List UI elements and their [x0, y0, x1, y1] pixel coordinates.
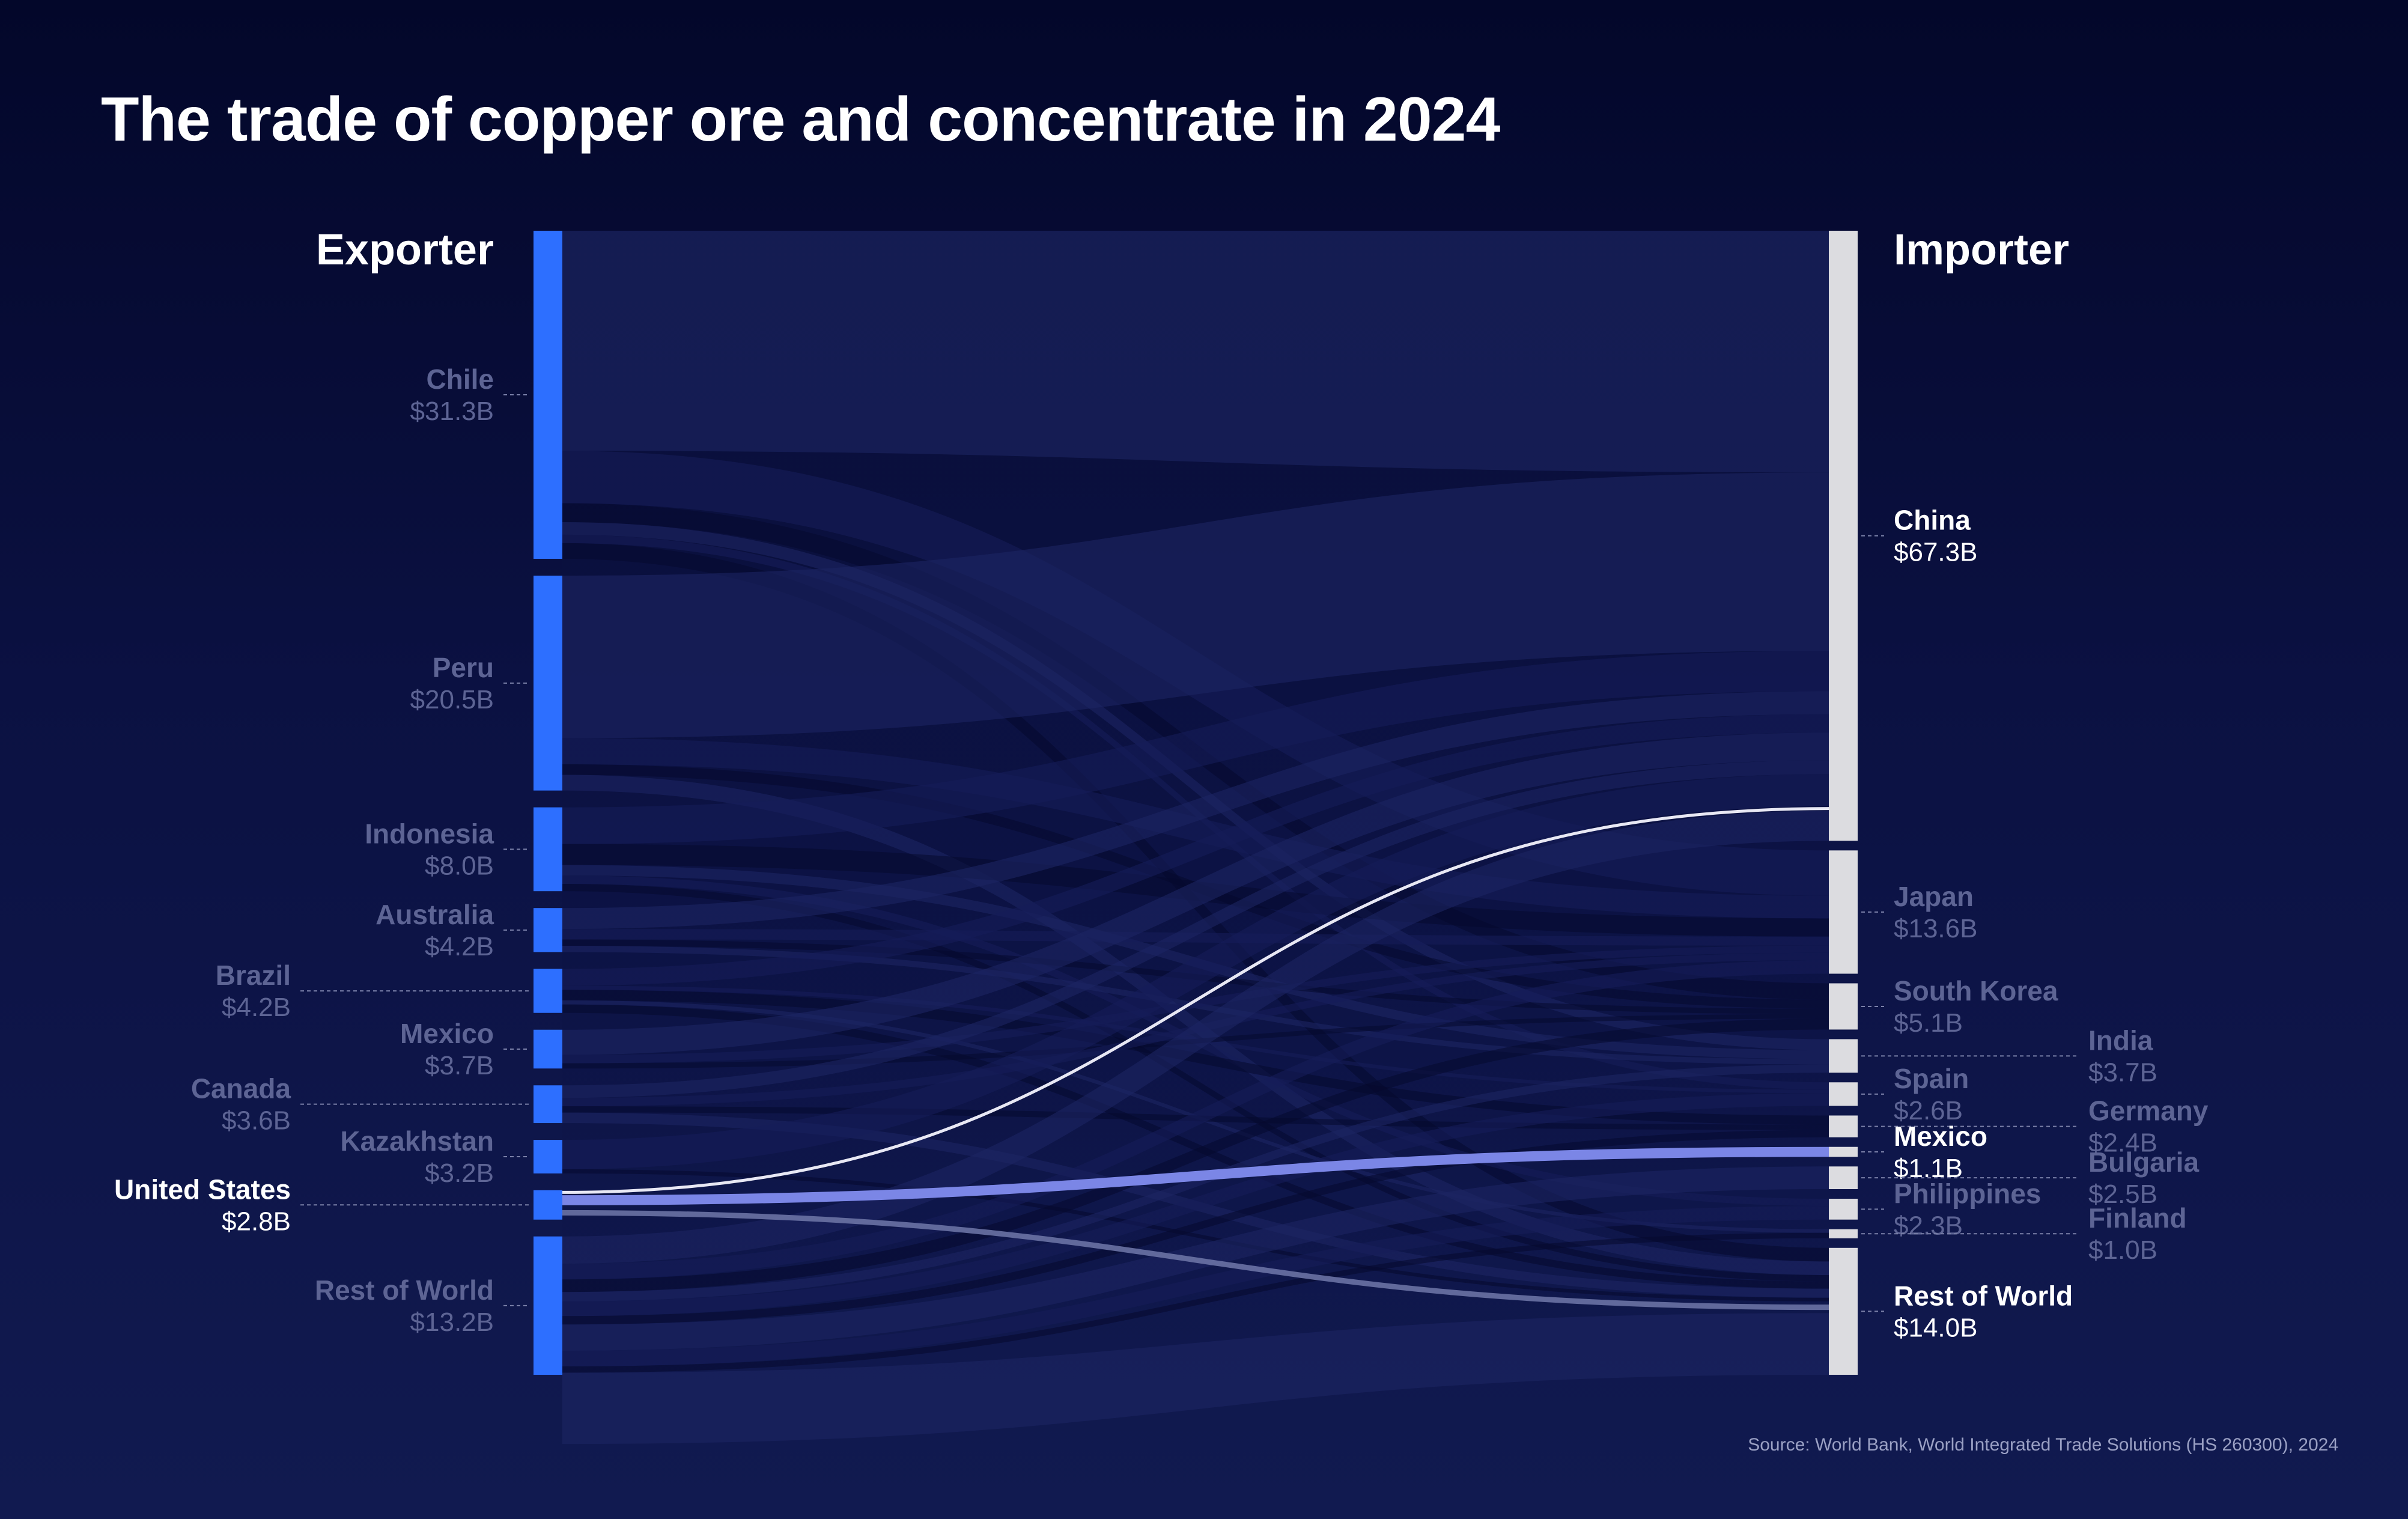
importer-node-bulgaria[interactable]	[1829, 1166, 1858, 1190]
exporter-header: Exporter	[316, 226, 494, 274]
exporter-label-kazakhstan: Kazakhstan	[340, 1125, 494, 1157]
flow-rest-of-world-to-germany	[562, 1130, 1829, 1325]
flow-indonesia-to-rest-of-world	[562, 883, 1829, 1282]
flow-rest-of-world-to-south-korea	[562, 1018, 1829, 1292]
importer-label-germany: Germany	[2088, 1095, 2209, 1127]
importer-value-japan: $13.6B	[1894, 914, 1977, 943]
importer-value-rest-of-world: $14.0B	[1894, 1313, 1977, 1342]
importer-node-china[interactable]	[1829, 231, 1858, 841]
exporter-value-australia: $4.2B	[425, 932, 494, 961]
exporter-node-peru[interactable]	[534, 576, 562, 791]
flow-rest-of-world-to-india	[562, 1064, 1829, 1301]
exporter-value-mexico: $3.7B	[425, 1051, 494, 1080]
exporter-value-brazil: $4.2B	[222, 993, 291, 1022]
importer-value-finland: $1.0B	[2088, 1235, 2157, 1265]
flow-rest-of-world-to-finland	[562, 1232, 1829, 1373]
flow-rest-of-world-to-japan	[562, 960, 1829, 1280]
flow-peru-to-japan	[562, 738, 1829, 919]
exporter-value-kazakhstan: $3.2B	[425, 1158, 494, 1188]
exporter-label-brazil: Brazil	[216, 960, 291, 991]
importer-node-philippines[interactable]	[1829, 1199, 1858, 1220]
exporter-value-united-states: $2.8B	[222, 1207, 291, 1236]
node-layer	[534, 231, 1858, 1375]
importer-label-philippines: Philippines	[1894, 1178, 2041, 1209]
importer-label-japan: Japan	[1894, 881, 1974, 912]
exporter-node-united-states[interactable]	[534, 1190, 562, 1220]
flow-brazil-to-china	[562, 714, 1829, 986]
exporter-label-chile: Chile	[427, 364, 494, 395]
flow-united-states-to-china	[562, 807, 1829, 1194]
importer-node-japan[interactable]	[1829, 850, 1858, 974]
exporter-node-chile[interactable]	[534, 231, 562, 559]
chart-title: The trade of copper ore and concentrate …	[101, 85, 1500, 154]
importer-label-spain: Spain	[1894, 1063, 1969, 1094]
flow-brazil-to-germany	[562, 990, 1829, 1125]
exporter-label-mexico: Mexico	[400, 1018, 494, 1049]
exporter-label-united-states: United States	[114, 1173, 291, 1205]
importer-node-rest-of-world[interactable]	[1829, 1247, 1858, 1375]
label-layer: Chile$31.3B Peru$20.5B Indonesia$8.0B Austr…	[114, 364, 2209, 1342]
flow-chile-to-china	[562, 231, 1829, 473]
importer-node-mexico[interactable]	[1829, 1146, 1858, 1157]
exporter-node-indonesia[interactable]	[534, 807, 562, 892]
flow-rest-of-world-to-philippines	[562, 1206, 1829, 1367]
flow-chile-to-india	[562, 522, 1829, 1050]
importer-header: Importer	[1894, 226, 2069, 274]
flow-australia-to-china	[562, 691, 1829, 930]
exporter-node-brazil[interactable]	[534, 969, 562, 1013]
exporter-node-australia[interactable]	[534, 908, 562, 952]
flow-canada-to-china	[562, 760, 1829, 1098]
importer-value-china: $67.3B	[1894, 538, 1977, 567]
flow-united-states-to-rest-of-world	[562, 1210, 1829, 1310]
exporter-label-rest-of-world: Rest of World	[315, 1274, 494, 1306]
importer-node-spain[interactable]	[1829, 1082, 1858, 1106]
source-note: Source: World Bank, World Integrated Tra…	[1748, 1435, 2338, 1455]
importer-label-india: India	[2088, 1024, 2153, 1056]
flow-mexico-to-japan	[562, 945, 1829, 1064]
importer-value-bulgaria: $2.5B	[2088, 1180, 2157, 1209]
flow-mexico-to-china	[562, 732, 1829, 1055]
importer-value-germany: $2.4B	[2088, 1128, 2157, 1158]
importer-label-south-korea: South Korea	[1894, 975, 2058, 1006]
exporter-value-rest-of-world: $13.2B	[410, 1307, 494, 1337]
flow-kazakhstan-to-china	[562, 774, 1829, 1169]
importer-node-finland[interactable]	[1829, 1229, 1858, 1238]
exporter-label-indonesia: Indonesia	[365, 818, 494, 849]
importer-label-finland: Finland	[2088, 1202, 2187, 1234]
flow-united-states-to-mexico	[562, 1146, 1829, 1205]
flow-brazil-to-rest-of-world	[562, 1004, 1829, 1289]
flow-layer-muted	[562, 231, 1829, 1444]
importer-label-mexico: Mexico	[1894, 1121, 1987, 1152]
exporter-node-mexico[interactable]	[534, 1029, 562, 1069]
flow-kazakhstan-to-rest-of-world	[562, 1169, 1829, 1301]
importer-label-rest-of-world: Rest of World	[1894, 1280, 2073, 1311]
exporter-node-canada[interactable]	[534, 1085, 562, 1124]
importer-label-bulgaria: Bulgaria	[2088, 1146, 2199, 1178]
exporter-node-rest-of-world[interactable]	[534, 1236, 562, 1375]
exporter-node-kazakhstan[interactable]	[534, 1140, 562, 1173]
exporter-value-chile: $31.3B	[410, 397, 494, 426]
flow-rest-of-world-to-rest-of-world	[562, 1313, 1829, 1444]
importer-value-spain: $2.6B	[1894, 1096, 1963, 1125]
importer-value-india: $3.7B	[2088, 1058, 2157, 1087]
flow-rest-of-world-to-spain	[562, 1093, 1829, 1317]
flow-layer-highlight	[562, 807, 1829, 1310]
importer-node-india[interactable]	[1829, 1039, 1858, 1073]
flow-indonesia-to-china	[562, 651, 1829, 844]
exporter-label-peru: Peru	[433, 652, 494, 683]
flow-peru-to-china	[562, 472, 1829, 738]
importer-node-south-korea[interactable]	[1829, 983, 1858, 1030]
exporter-label-australia: Australia	[375, 899, 494, 930]
exporter-value-canada: $3.6B	[222, 1106, 291, 1136]
flow-australia-to-japan	[562, 929, 1829, 946]
importer-label-china: China	[1894, 505, 1971, 536]
exporter-value-peru: $20.5B	[410, 685, 494, 714]
exporter-label-canada: Canada	[191, 1073, 291, 1104]
importer-value-philippines: $2.3B	[1894, 1211, 1963, 1240]
importer-node-germany[interactable]	[1829, 1115, 1858, 1137]
exporter-value-indonesia: $8.0B	[425, 851, 494, 880]
flow-rest-of-world-to-china	[562, 811, 1829, 1264]
importer-value-south-korea: $5.1B	[1894, 1008, 1963, 1038]
